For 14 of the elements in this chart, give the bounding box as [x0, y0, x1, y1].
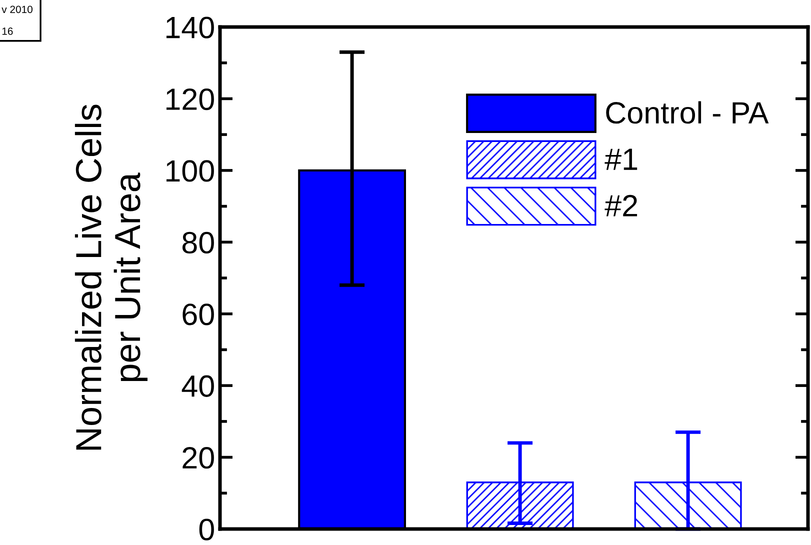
- y-tick-label: 120: [166, 88, 214, 110]
- y-tick-label: 100: [166, 160, 214, 182]
- legend-label: #1: [604, 148, 638, 170]
- y-tick-label: 40: [182, 375, 214, 397]
- legend-label: #2: [604, 194, 638, 216]
- legend-label: Control - PA: [606, 101, 769, 124]
- y-tick-label: 20: [182, 447, 214, 469]
- text: 16: [2, 28, 13, 35]
- y-axis-title: Normalized Live Cells per Unit Area: [74, 104, 148, 450]
- text: v 2010: [2, 6, 32, 14]
- y-tick-label: 0: [199, 518, 214, 540]
- y-tick-label: 140: [166, 16, 214, 38]
- y-tick-label: 80: [182, 232, 214, 254]
- y-tick-label: 60: [182, 304, 214, 326]
